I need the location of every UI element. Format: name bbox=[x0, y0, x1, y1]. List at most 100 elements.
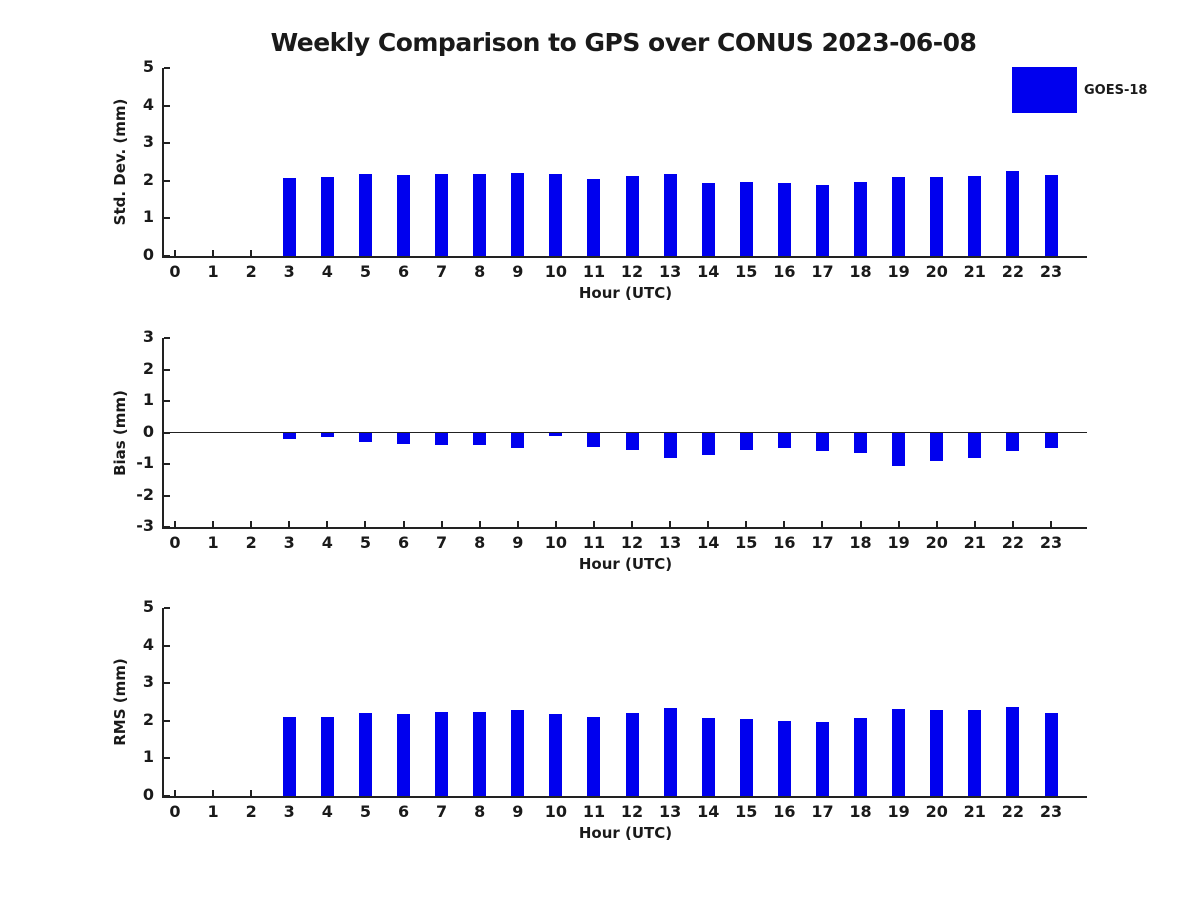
bar bbox=[358, 174, 372, 256]
x-tick bbox=[364, 521, 367, 527]
x-tick bbox=[174, 250, 176, 256]
x-tick-label: 23 bbox=[1039, 533, 1063, 552]
bar bbox=[320, 432, 334, 438]
x-tick-label: 18 bbox=[849, 262, 872, 281]
x-tick-label: 7 bbox=[436, 262, 448, 281]
y-tick bbox=[164, 526, 170, 528]
x-tick bbox=[554, 521, 557, 527]
x-tick-label: 6 bbox=[397, 802, 410, 821]
x-tick-label: 9 bbox=[512, 533, 524, 552]
bar bbox=[587, 432, 601, 447]
x-tick-label: 20 bbox=[925, 533, 948, 552]
x-tick bbox=[402, 521, 405, 527]
rms-chart: 0 1 2 3 4 5 0 1 2 3 4 5 6 7 8 9 10 11 12 13 14 15 16 17 18 19 20 21… bbox=[111, 598, 1087, 842]
y-tick-label: 4 bbox=[142, 94, 154, 114]
bar bbox=[511, 710, 525, 796]
x-tick bbox=[1011, 521, 1014, 527]
x-tick-label: 2 bbox=[245, 262, 257, 281]
bar bbox=[968, 432, 982, 458]
bar bbox=[282, 717, 296, 796]
y-tick bbox=[164, 255, 170, 257]
y-tick bbox=[164, 682, 170, 685]
bar bbox=[701, 182, 715, 256]
x-tick-label: 21 bbox=[963, 533, 986, 552]
x-tick-label: 23 bbox=[1039, 262, 1063, 281]
x-tick-label: 4 bbox=[321, 262, 333, 281]
x-tick-label: 0 bbox=[169, 802, 181, 821]
x-tick-label: 12 bbox=[620, 262, 644, 281]
x-tick-label: 18 bbox=[849, 533, 872, 552]
x-tick bbox=[250, 521, 253, 527]
x-tick-label: 16 bbox=[773, 533, 796, 552]
y-tick bbox=[164, 217, 170, 220]
bar bbox=[282, 177, 296, 256]
y-axis-label: Std. Dev. (mm) bbox=[111, 98, 129, 226]
bar bbox=[587, 178, 601, 256]
bar bbox=[358, 713, 372, 796]
y-tick-label: 3 bbox=[142, 672, 154, 692]
x-tick bbox=[326, 521, 329, 527]
x-tick-label: 16 bbox=[773, 262, 796, 281]
y-tick bbox=[164, 368, 170, 371]
bar bbox=[663, 432, 677, 458]
bar bbox=[739, 718, 753, 796]
y-tick-label: 4 bbox=[142, 634, 154, 654]
bar bbox=[320, 177, 334, 256]
y-tick-label: 2 bbox=[142, 169, 154, 189]
x-tick-label: 22 bbox=[1001, 802, 1025, 821]
x-tick bbox=[174, 521, 176, 527]
bar bbox=[1044, 432, 1058, 449]
y-tick-label: 3 bbox=[142, 327, 154, 346]
y-tick bbox=[164, 104, 170, 107]
x-tick-label: 12 bbox=[620, 533, 644, 552]
x-tick-label: 11 bbox=[582, 262, 606, 281]
y-tick bbox=[164, 607, 170, 609]
x-tick-label: 4 bbox=[321, 802, 333, 821]
bar bbox=[282, 432, 296, 439]
bar bbox=[701, 717, 715, 796]
y-tick-label: 1 bbox=[142, 390, 154, 409]
bar bbox=[435, 712, 449, 796]
y-tick-label: 1 bbox=[142, 207, 154, 227]
x-tick bbox=[745, 521, 748, 527]
y-tick-label: 0 bbox=[142, 245, 154, 264]
y-tick bbox=[164, 463, 170, 465]
y-tick bbox=[164, 431, 170, 434]
bar bbox=[930, 176, 944, 256]
x-tick-label: 8 bbox=[474, 533, 486, 552]
x-tick-label: 8 bbox=[474, 262, 486, 281]
bar bbox=[930, 432, 944, 461]
legend: GOES-18 bbox=[1012, 67, 1147, 113]
bar bbox=[701, 432, 715, 455]
x-tick-label: 13 bbox=[658, 533, 682, 552]
y-tick bbox=[164, 179, 170, 182]
y-tick bbox=[164, 644, 170, 647]
x-tick bbox=[440, 521, 443, 527]
bar bbox=[968, 710, 982, 796]
y-tick-label: -1 bbox=[136, 453, 154, 472]
x-tick-label: 17 bbox=[811, 802, 834, 821]
bar bbox=[473, 174, 487, 256]
x-tick bbox=[174, 790, 176, 796]
bar bbox=[777, 720, 791, 796]
y-tick-label: -3 bbox=[136, 516, 154, 535]
x-tick bbox=[288, 521, 291, 527]
y-tick-label: 5 bbox=[142, 597, 154, 616]
bar bbox=[815, 432, 829, 452]
x-tick bbox=[859, 521, 862, 527]
x-tick bbox=[821, 521, 824, 527]
x-tick-label: 15 bbox=[735, 533, 758, 552]
y-tick bbox=[164, 757, 170, 760]
x-tick bbox=[212, 250, 215, 256]
bar bbox=[1006, 432, 1020, 452]
bar bbox=[892, 432, 906, 466]
x-tick-label: 13 bbox=[658, 262, 682, 281]
y-tick bbox=[164, 142, 170, 145]
bar bbox=[549, 432, 563, 436]
bar bbox=[549, 714, 563, 796]
x-tick-label: 13 bbox=[658, 802, 682, 821]
y-tick-label: 0 bbox=[142, 785, 154, 804]
y-tick bbox=[164, 400, 170, 402]
bar bbox=[511, 172, 525, 256]
bar bbox=[1044, 174, 1058, 256]
